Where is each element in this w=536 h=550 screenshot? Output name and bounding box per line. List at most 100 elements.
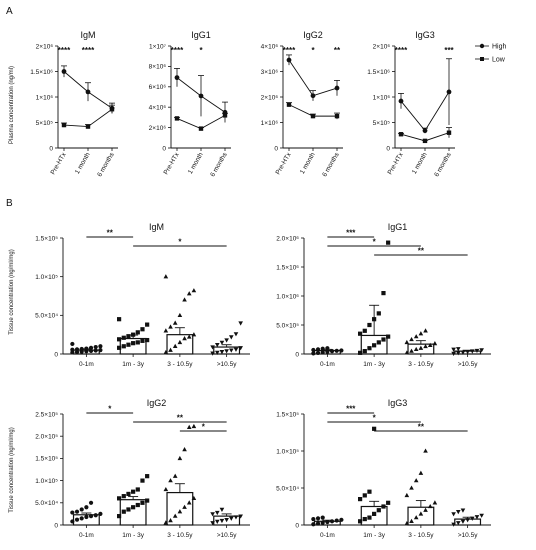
data-point-1-3-4 xyxy=(469,349,475,354)
data-point-3-2-6 xyxy=(432,500,438,505)
data-point-2-1-10 xyxy=(131,489,136,494)
data-point-1-2-10 xyxy=(418,331,424,336)
data-point-1-3-3 xyxy=(465,350,470,355)
y-tick-label-plasma-2-2: 2×10⁶ xyxy=(261,94,279,101)
data-point-0-0-13 xyxy=(98,344,103,349)
data-point-3-3-1 xyxy=(455,521,461,526)
data-point-3-1-4 xyxy=(376,508,381,513)
data-point-0-3-10 xyxy=(224,338,229,343)
data-point-2-3-5 xyxy=(233,515,239,520)
x-tick-label-tissue-2-1: 1m - 3y xyxy=(122,532,144,539)
data-point-3-3-4 xyxy=(469,516,475,521)
data-point-1-3-2 xyxy=(460,350,466,355)
data-point-3-0-1 xyxy=(315,521,321,526)
data-point-2-0-5 xyxy=(93,513,98,518)
x-tick-label-plasma-1-2: 6 months xyxy=(209,151,229,178)
data-point-3-1-7 xyxy=(358,497,363,502)
significance-label-plasma-1-1: * xyxy=(199,46,203,55)
data-point-3-2-4 xyxy=(423,507,428,512)
bracket-label-0-1: * xyxy=(178,238,182,247)
data-point-2-3-0 xyxy=(210,521,215,526)
point-low-2-1 xyxy=(310,113,316,119)
bar-chart-1: 0 5.0×10⁵ 1.0×10⁶ 1.5×10⁶ 2.0×10⁶ IgG1 0-1m 1m … xyxy=(276,222,491,368)
data-point-1-1-0 xyxy=(358,350,363,355)
data-point-1-2-2 xyxy=(413,346,419,352)
data-point-0-2-0 xyxy=(163,349,169,355)
data-point-3-0-7 xyxy=(311,516,316,522)
point-high-3-2 xyxy=(446,89,452,95)
data-point-1-3-6 xyxy=(479,348,484,353)
data-point-1-1-3 xyxy=(372,343,377,348)
data-point-1-2-7 xyxy=(404,339,410,345)
data-point-2-1-4 xyxy=(135,502,140,508)
data-point-0-1-10 xyxy=(131,332,136,337)
y-tick-label-plasma-2-3: 3×10⁶ xyxy=(261,69,279,76)
data-point-0-3-12 xyxy=(233,332,239,337)
x-tick-label-tissue-0-0: 0-1m xyxy=(79,361,94,368)
data-point-0-3-4 xyxy=(228,348,234,353)
y-tick-label-tissue-0-1: 5.0×10⁴ xyxy=(35,313,58,320)
data-point-0-3-11 xyxy=(228,335,234,340)
data-point-3-1-1 xyxy=(362,516,367,522)
significance-label-plasma-1-0: **** xyxy=(171,46,184,55)
data-point-2-2-3 xyxy=(177,509,183,514)
data-point-2-0-6 xyxy=(98,511,103,516)
data-point-2-2-13 xyxy=(191,423,197,429)
data-point-2-3-1 xyxy=(214,519,220,524)
x-tick-label-tissue-0-1: 1m - 3y xyxy=(122,361,144,368)
data-point-3-2-9 xyxy=(413,478,419,483)
chart-title-tissue-0: IgM xyxy=(149,222,164,232)
data-point-0-3-13 xyxy=(238,321,243,326)
data-point-0-2-1 xyxy=(168,347,173,352)
data-point-2-1-13 xyxy=(145,474,150,479)
data-point-0-3-2 xyxy=(219,350,225,355)
data-point-1-0-4 xyxy=(329,349,335,354)
point-high-1-1 xyxy=(198,93,204,99)
data-point-2-3-9 xyxy=(219,507,225,512)
point-low-1-1 xyxy=(198,126,204,131)
point-low-3-2 xyxy=(446,130,452,135)
significance-label-plasma-2-0: **** xyxy=(283,46,296,55)
data-point-2-1-1 xyxy=(121,509,126,514)
point-high-3-1 xyxy=(422,128,428,134)
y-tick-label-plasma-3-2: 1×10⁶ xyxy=(373,94,391,101)
data-point-0-0-12 xyxy=(93,344,98,350)
data-point-2-1-0 xyxy=(117,514,122,519)
y-tick-label-tissue-1-4: 2.0×10⁶ xyxy=(276,235,299,242)
data-point-1-2-1 xyxy=(409,348,414,353)
data-point-2-2-7 xyxy=(163,486,169,492)
data-point-3-0-5 xyxy=(334,518,339,523)
bracket-label-2-0: * xyxy=(108,405,112,414)
point-low-0-0 xyxy=(61,122,67,128)
y-tick-label-plasma-2-4: 4×10⁶ xyxy=(261,43,279,50)
data-point-3-2-10 xyxy=(418,470,424,475)
data-point-3-0-8 xyxy=(315,516,321,521)
point-low-3-1 xyxy=(422,138,428,144)
data-point-0-3-0 xyxy=(210,351,215,356)
y-tick-label-plasma-1-0: 0 xyxy=(162,145,166,152)
point-low-2-2 xyxy=(334,113,340,119)
legend: High Low xyxy=(475,44,507,64)
chart-title-plasma-1: IgG1 xyxy=(191,30,211,40)
data-point-2-0-3 xyxy=(84,514,89,520)
significance-label-plasma-0-0: **** xyxy=(58,46,71,55)
data-point-1-0-5 xyxy=(334,348,339,353)
legend-marker-high xyxy=(479,43,485,49)
y-tick-label-plasma-3-4: 2×10⁶ xyxy=(373,43,391,50)
data-point-0-1-2 xyxy=(126,342,131,347)
data-point-0-2-6 xyxy=(191,332,197,337)
data-point-3-0-4 xyxy=(329,519,335,524)
bracket-label-2-1: ** xyxy=(177,414,184,423)
data-point-0-2-3 xyxy=(177,339,183,345)
data-point-2-1-9 xyxy=(126,491,131,497)
data-point-2-2-5 xyxy=(186,500,192,505)
series-line-low-0 xyxy=(63,108,113,128)
point-low-1-2 xyxy=(222,113,228,118)
y-tick-label-tissue-2-0: 0 xyxy=(54,522,58,529)
y-tick-label-plasma-1-3: 6×10⁶ xyxy=(149,84,167,91)
y-tick-label-tissue-0-0: 0 xyxy=(54,351,58,358)
data-point-1-0-8 xyxy=(315,347,321,352)
x-tick-label-tissue-2-3: >10.5y xyxy=(217,532,237,539)
data-point-1-3-7 xyxy=(451,347,456,352)
point-high-0-0 xyxy=(61,69,67,74)
